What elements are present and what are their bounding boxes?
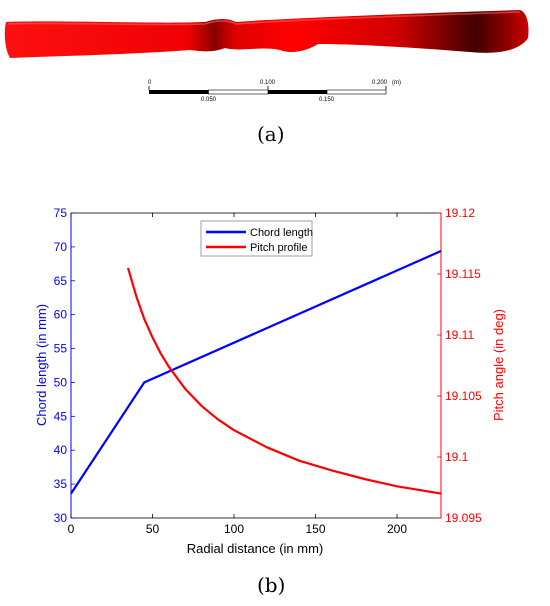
x-axis-label: Radial distance (in mm) xyxy=(187,541,324,556)
y2-tick-label: 19.115 xyxy=(445,267,481,281)
y-tick-label: 40 xyxy=(54,443,68,457)
blade-highlight xyxy=(7,11,521,26)
legend-label-chord: Chord length xyxy=(250,227,313,239)
y2-tick-label: 19.12 xyxy=(445,206,475,220)
y-tick-label: 35 xyxy=(54,477,68,491)
scale-bar: 0 0.100 0.200 (m) 0.050 0.150 xyxy=(148,80,401,103)
panel-b-label: (b) xyxy=(257,573,286,597)
legend: Chord length Pitch profile xyxy=(200,220,313,257)
plot-frame xyxy=(70,212,442,519)
blade-surface xyxy=(4,10,529,58)
series-line-chord-length xyxy=(70,249,442,495)
y-tick-label: 55 xyxy=(54,342,68,356)
y-tick-label: 65 xyxy=(54,274,68,288)
y-tick-label: 30 xyxy=(54,511,68,525)
x-tick-label: 50 xyxy=(146,522,160,536)
y2-tick-label: 19.095 xyxy=(445,511,482,525)
scale-bar-segment xyxy=(149,90,209,94)
scale-label-0.100: 0.100 xyxy=(260,80,276,86)
scale-label-0.050: 0.050 xyxy=(201,97,217,103)
y-axis-label: Chord length (in mm) xyxy=(34,304,49,426)
y2-axis-label: Pitch angle (in deg) xyxy=(491,309,506,421)
dual-axis-line-chart: 0 50 100 150 200 30 35 40 45 50 55 60 65 70 75 19.095 19… xyxy=(34,206,506,556)
blade-render: 0 0.100 0.200 (m) 0.050 0.150 xyxy=(4,10,529,103)
scale-bar-segment xyxy=(326,89,387,95)
y-tick-label: 75 xyxy=(54,206,68,220)
scale-bar-segment xyxy=(268,90,327,94)
x-tick-label: 100 xyxy=(224,522,244,536)
legend-box xyxy=(200,220,313,257)
x-tick-label: 200 xyxy=(387,522,407,536)
panel-a-label: (a) xyxy=(257,122,285,146)
scale-label-unit: (m) xyxy=(392,80,401,86)
y-tick-label: 50 xyxy=(54,375,68,389)
legend-label-pitch: Pitch profile xyxy=(250,242,307,254)
y2-tick-label: 19.105 xyxy=(445,389,482,403)
y-tick-label: 60 xyxy=(54,308,68,322)
y2-tick-label: 19.11 xyxy=(445,328,474,342)
series-line-pitch-profile xyxy=(126,267,442,495)
scale-bar-segment xyxy=(208,89,269,95)
scale-label-0: 0 xyxy=(148,80,152,86)
x-tick-label: 0 xyxy=(68,522,75,536)
y-tick-label: 70 xyxy=(54,240,68,254)
y2-tick-label: 19.1 xyxy=(445,450,469,464)
y-tick-label: 45 xyxy=(54,409,68,423)
scale-label-0.150: 0.150 xyxy=(319,97,335,103)
x-tick-label: 150 xyxy=(305,522,325,536)
scale-label-0.200: 0.200 xyxy=(372,80,388,86)
